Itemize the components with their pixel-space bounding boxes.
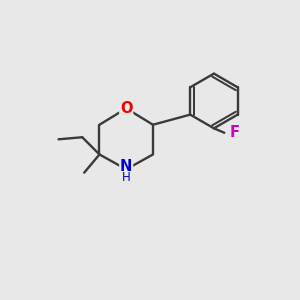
Text: F: F — [230, 125, 240, 140]
Text: O: O — [120, 101, 133, 116]
Text: H: H — [122, 171, 130, 184]
Text: N: N — [120, 159, 132, 174]
